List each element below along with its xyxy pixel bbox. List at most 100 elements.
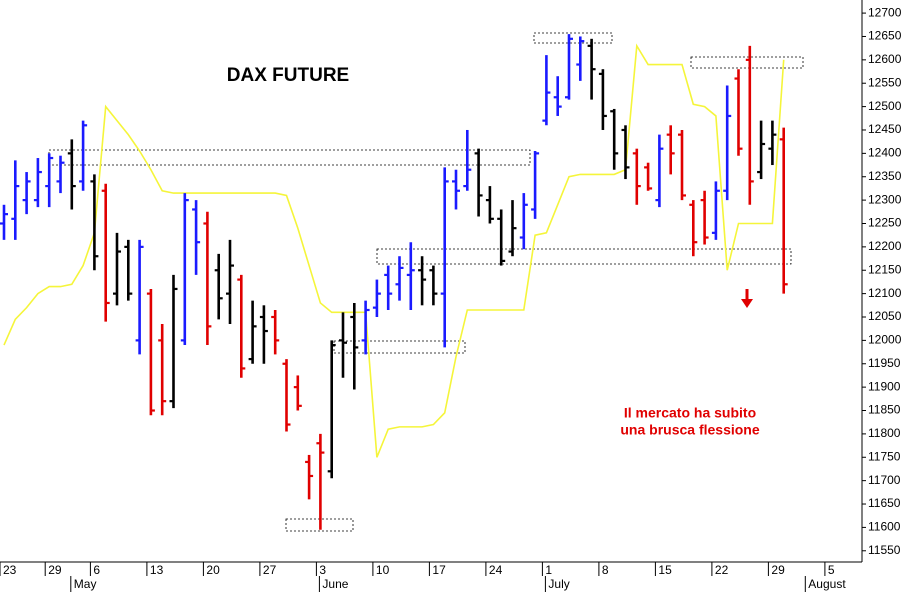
y-tick-label: 11800 <box>868 426 901 440</box>
ohlc-bar <box>271 309 280 355</box>
ohlc-bar <box>723 85 732 201</box>
x-tick-label: 20 <box>206 563 220 577</box>
y-tick-label: 12650 <box>868 29 902 43</box>
level-box <box>376 248 792 265</box>
x-tick-label: 24 <box>489 563 503 577</box>
ohlc-bar <box>644 162 653 191</box>
ohlc-bar <box>531 151 540 219</box>
ohlc-bar <box>22 172 31 215</box>
x-tick-label: 23 <box>3 563 17 577</box>
y-tick-label: 12050 <box>868 309 902 323</box>
ohlc-bar <box>90 174 99 271</box>
y-tick-label: 12000 <box>868 333 902 347</box>
overlay-line <box>3 43 785 458</box>
ohlc-bar <box>79 120 88 191</box>
ohlc-bar <box>146 288 155 416</box>
ohlc-bar <box>553 76 562 116</box>
y-tick-label: 11550 <box>868 543 901 557</box>
y-tick-label: 12450 <box>868 122 902 136</box>
ohlc-bar <box>293 375 302 411</box>
ohlc-bar <box>113 232 121 306</box>
month-label: May <box>74 577 97 591</box>
y-tick-label: 12100 <box>868 286 902 300</box>
ohlc-bar <box>11 160 20 240</box>
ohlc-bar <box>587 38 596 100</box>
x-tick-label: 3 <box>319 563 326 577</box>
ohlc-bar <box>45 153 54 208</box>
ohlc-bar <box>350 302 359 390</box>
x-tick-label: 6 <box>93 563 100 577</box>
month-label: August <box>808 577 846 591</box>
y-tick-label: 12600 <box>868 52 902 66</box>
x-tick-label: 8 <box>602 563 609 577</box>
ohlc-bar <box>395 256 404 301</box>
ohlc-bar <box>33 158 42 208</box>
y-tick-label: 12300 <box>868 192 902 206</box>
x-tick-label: 27 <box>263 563 277 577</box>
ohlc-bar <box>418 256 427 306</box>
y-tick-label: 12200 <box>868 239 902 253</box>
ohlc-bar <box>429 265 438 306</box>
ohlc-bar <box>237 274 246 378</box>
ohlc-bar <box>655 134 664 208</box>
x-tick-label: 29 <box>48 563 62 577</box>
ohlc-bar <box>361 300 370 355</box>
ohlc-bar <box>474 148 483 217</box>
ohlc-bar <box>327 340 336 479</box>
ohlc-bar <box>214 253 223 320</box>
x-tick-label: 22 <box>715 563 729 577</box>
x-tick-label: 29 <box>771 563 785 577</box>
x-tick-label: 10 <box>376 563 390 577</box>
ohlc-bar <box>406 242 415 310</box>
y-tick-label: 11700 <box>868 473 901 487</box>
arrow-head <box>741 299 753 308</box>
ohlc-bar <box>565 34 573 100</box>
x-tick-label: 13 <box>150 563 164 577</box>
ohlc-bar <box>101 183 110 322</box>
ohlc-bar <box>124 239 133 301</box>
ohlc-bar <box>542 55 551 126</box>
ohlc-bar <box>689 200 698 257</box>
ohlc-bar <box>519 193 528 250</box>
ohlc-bar <box>463 129 472 191</box>
ohlc-bar <box>158 324 167 416</box>
ohlc-bar <box>497 209 506 266</box>
y-tick-label: 12550 <box>868 75 902 89</box>
ohlc-bar <box>768 120 777 166</box>
y-tick-label: 11850 <box>868 403 901 417</box>
x-tick-label: 1 <box>545 563 552 577</box>
ohlc-bar <box>384 265 393 310</box>
y-tick-label: 11950 <box>868 356 901 370</box>
ohlc-bar <box>485 186 494 224</box>
ohlc-bar <box>508 200 517 257</box>
ohlc-bar <box>598 69 607 130</box>
y-tick-label: 11900 <box>868 379 901 393</box>
ohlc-bar <box>305 454 314 500</box>
y-tick-label: 12700 <box>868 5 902 19</box>
ohlc-bar <box>180 193 189 346</box>
y-tick-label: 11650 <box>868 496 901 510</box>
ohlc-bar <box>226 239 234 325</box>
ohlc-bar <box>621 125 630 180</box>
y-tick-label: 12150 <box>868 262 902 276</box>
ohlc-bar <box>757 120 766 180</box>
level-box <box>690 56 804 69</box>
month-label: July <box>548 577 569 591</box>
ohlc-bar <box>610 108 619 170</box>
ohlc-bar <box>259 305 268 364</box>
ohlc-bar <box>678 129 686 201</box>
ohlc-bar <box>440 167 449 348</box>
chart-title: DAX FUTURE <box>227 65 349 86</box>
ohlc-bar <box>632 148 641 205</box>
ohlc-bar <box>452 169 460 210</box>
ohlc-bar <box>0 204 8 240</box>
y-tick-label: 12500 <box>868 99 902 113</box>
ohlc-bar <box>372 279 381 318</box>
ohlc-bar <box>248 300 257 364</box>
ohlc-bar <box>203 211 212 346</box>
ohlc-bar <box>67 139 76 210</box>
ohlc-bar <box>135 239 144 355</box>
ohlc-bar <box>56 155 65 194</box>
